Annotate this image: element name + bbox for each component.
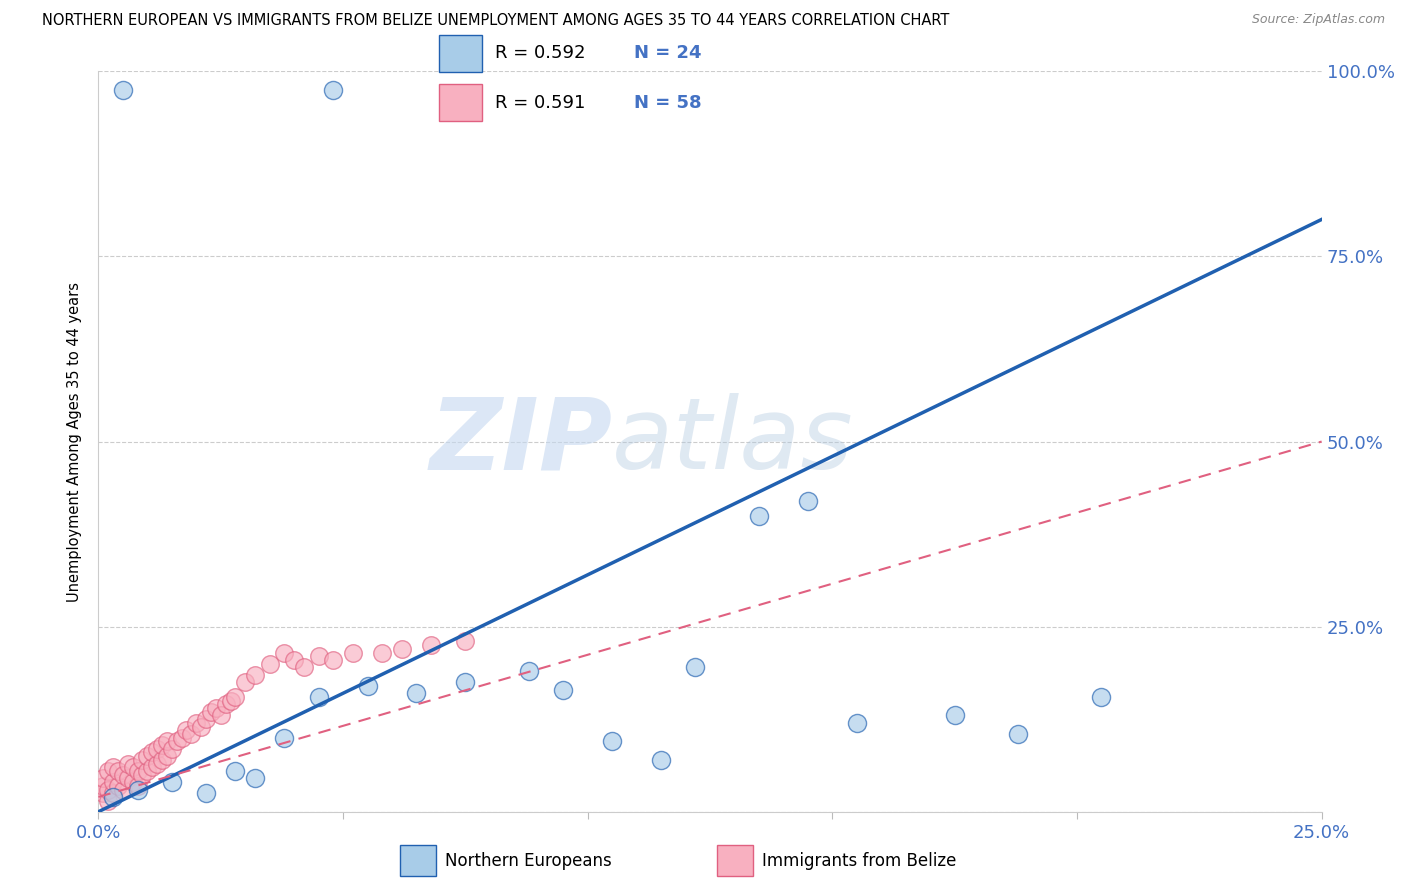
Point (91, 772, 114, 786)
Point (219, 694, 242, 708)
Point (111, 767, 134, 781)
Point (195, 712, 218, 726)
Point (943, 708, 966, 723)
Point (600, 734, 623, 748)
Point (156, 734, 179, 748)
Text: Northern Europeans: Northern Europeans (446, 852, 612, 870)
FancyBboxPatch shape (439, 84, 482, 121)
Point (91, 786, 114, 800)
Text: R = 0.591: R = 0.591 (495, 94, 585, 112)
Y-axis label: Unemployment Among Ages 35 to 44 years: Unemployment Among Ages 35 to 44 years (67, 282, 83, 601)
Point (111, 782, 134, 797)
Point (156, 749, 179, 764)
Point (214, 698, 236, 712)
Point (420, 638, 443, 652)
Point (356, 679, 378, 693)
FancyBboxPatch shape (439, 35, 482, 72)
Point (243, 772, 266, 786)
Point (195, 786, 218, 800)
Point (121, 775, 143, 789)
Point (131, 767, 153, 781)
Point (273, 646, 295, 660)
Point (685, 660, 707, 674)
Point (160, 741, 183, 756)
Point (111, 83, 134, 97)
Point (200, 705, 222, 719)
Point (117, 756, 139, 771)
Point (454, 634, 477, 648)
Point (127, 764, 149, 778)
Point (650, 753, 672, 767)
Point (141, 760, 163, 774)
Point (748, 508, 770, 523)
Point (150, 738, 173, 752)
Point (553, 682, 575, 697)
Point (190, 720, 212, 734)
Point (160, 775, 183, 789)
Point (107, 764, 129, 778)
Point (1007, 727, 1029, 741)
Text: NORTHERN EUROPEAN VS IMMIGRANTS FROM BELIZE UNEMPLOYMENT AMONG AGES 35 TO 44 YEA: NORTHERN EUROPEAN VS IMMIGRANTS FROM BEL… (42, 13, 949, 29)
Point (322, 83, 344, 97)
Point (166, 734, 188, 748)
Point (205, 701, 228, 715)
Point (371, 646, 394, 660)
Text: atlas: atlas (612, 393, 853, 490)
Point (342, 646, 364, 660)
Point (224, 690, 246, 704)
Point (101, 786, 124, 800)
Point (101, 789, 124, 804)
Point (127, 779, 149, 793)
Point (224, 764, 246, 778)
Point (308, 649, 330, 664)
Point (127, 782, 149, 797)
Point (243, 667, 266, 681)
Point (322, 653, 344, 667)
Point (391, 641, 413, 656)
Point (283, 653, 305, 667)
Point (176, 723, 198, 738)
Point (517, 664, 540, 678)
Point (233, 675, 256, 690)
Text: N = 58: N = 58 (634, 94, 702, 112)
Text: Immigrants from Belize: Immigrants from Belize (762, 852, 956, 870)
Point (107, 779, 129, 793)
FancyBboxPatch shape (401, 846, 436, 876)
Point (91, 779, 114, 793)
Point (121, 760, 143, 774)
Point (136, 749, 159, 764)
Point (292, 660, 315, 674)
Point (146, 756, 169, 771)
Point (273, 731, 295, 745)
Point (117, 772, 139, 786)
Point (186, 715, 208, 730)
Text: R = 0.592: R = 0.592 (495, 45, 585, 62)
Text: N = 24: N = 24 (634, 45, 702, 62)
Point (845, 715, 868, 730)
Point (454, 675, 477, 690)
Point (131, 753, 153, 767)
Point (141, 746, 163, 760)
Point (97, 782, 120, 797)
Point (259, 657, 281, 671)
Point (308, 690, 330, 704)
Point (136, 764, 159, 778)
Point (170, 731, 193, 745)
Point (97, 794, 120, 808)
FancyBboxPatch shape (717, 846, 752, 876)
Text: Source: ZipAtlas.com: Source: ZipAtlas.com (1251, 13, 1385, 27)
Text: ZIP: ZIP (429, 393, 612, 490)
Point (405, 686, 427, 700)
Point (97, 764, 120, 778)
Point (209, 708, 232, 723)
Point (101, 775, 124, 789)
Point (180, 727, 202, 741)
Point (150, 753, 173, 767)
Point (797, 493, 820, 508)
Point (146, 741, 169, 756)
Point (101, 760, 124, 774)
Point (1090, 690, 1112, 704)
